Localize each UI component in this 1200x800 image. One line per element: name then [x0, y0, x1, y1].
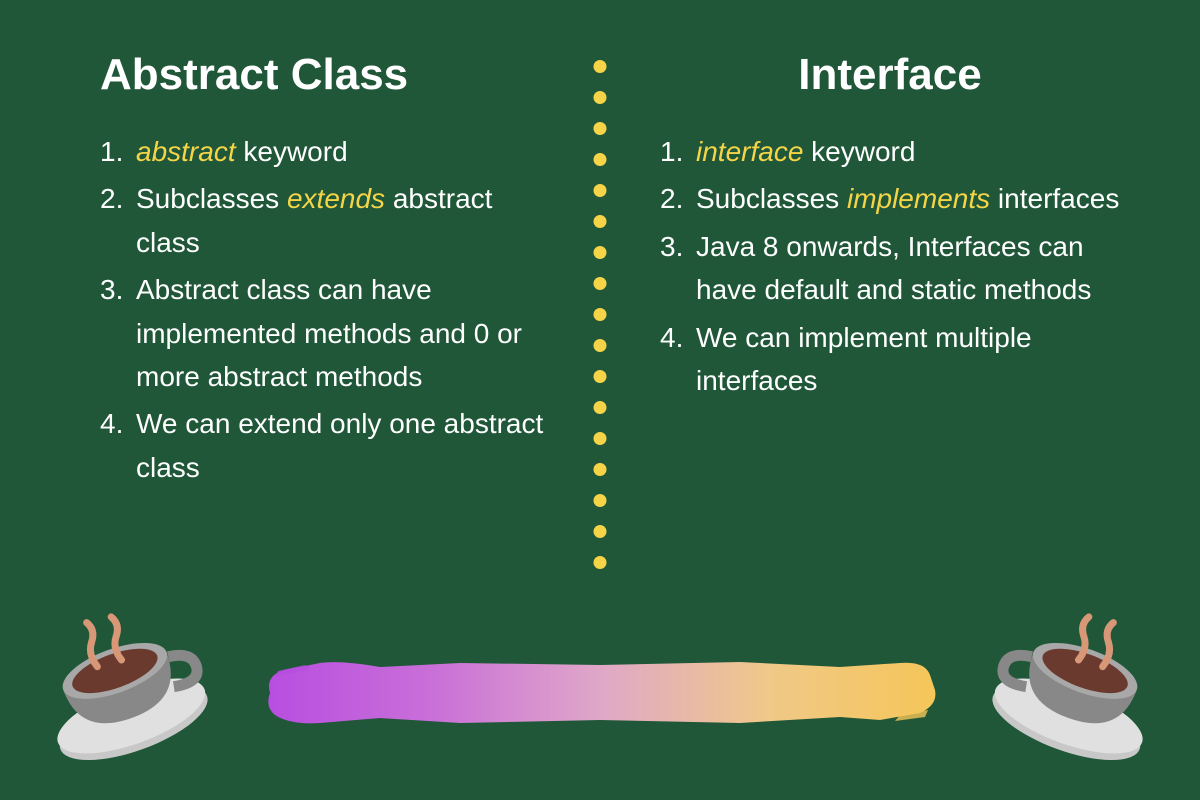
divider-dot	[594, 494, 607, 507]
list-item: We can extend only one abstract class	[100, 402, 560, 489]
divider-dot	[594, 556, 607, 569]
keyword-span: extends	[287, 183, 385, 214]
divider-dot	[594, 60, 607, 73]
divider-dot	[594, 215, 607, 228]
text-span: Subclasses	[696, 183, 847, 214]
keyword-span: implements	[847, 183, 990, 214]
divider-dot	[594, 122, 607, 135]
divider-dot	[594, 463, 607, 476]
text-span: keyword	[803, 136, 915, 167]
text-span: Subclasses	[136, 183, 287, 214]
text-span: interfaces	[990, 183, 1119, 214]
divider-dot	[594, 153, 607, 166]
divider-dot	[594, 308, 607, 321]
left-heading: Abstract Class	[100, 50, 560, 100]
text-span: Java 8 onwards, Interfaces can have defa…	[696, 231, 1091, 305]
text-span: We can extend only one abstract class	[136, 408, 543, 482]
divider-dot	[594, 339, 607, 352]
right-heading: Interface	[660, 50, 1120, 100]
coffee-cup-icon-left	[10, 584, 230, 787]
left-list: abstract keywordSubclasses extends abstr…	[100, 130, 560, 489]
divider-dot	[594, 277, 607, 290]
divider-dot	[594, 401, 607, 414]
brush-stroke-decoration	[260, 655, 940, 730]
text-span: We can implement multiple interfaces	[696, 322, 1032, 396]
list-item: abstract keyword	[100, 130, 560, 173]
divider-dot	[594, 525, 607, 538]
right-column: Interface interface keywordSubclasses im…	[610, 50, 1120, 600]
divider-dot	[594, 184, 607, 197]
left-column: Abstract Class abstract keywordSubclasse…	[100, 50, 610, 600]
list-item: Abstract class can have implemented meth…	[100, 268, 560, 398]
right-list: interface keywordSubclasses implements i…	[660, 130, 1120, 402]
divider-dot	[594, 370, 607, 383]
text-span: Abstract class can have implemented meth…	[136, 274, 522, 392]
divider-dot	[594, 246, 607, 259]
divider-dot	[594, 432, 607, 445]
list-item: Subclasses implements interfaces	[660, 177, 1120, 220]
divider-dot	[594, 91, 607, 104]
list-item: Subclasses extends abstract class	[100, 177, 560, 264]
list-item: We can implement multiple interfaces	[660, 316, 1120, 403]
dotted-divider	[594, 60, 607, 569]
list-item: interface keyword	[660, 130, 1120, 173]
coffee-cup-icon-right	[970, 584, 1190, 787]
text-span: keyword	[236, 136, 348, 167]
keyword-span: interface	[696, 136, 803, 167]
keyword-span: abstract	[136, 136, 236, 167]
list-item: Java 8 onwards, Interfaces can have defa…	[660, 225, 1120, 312]
